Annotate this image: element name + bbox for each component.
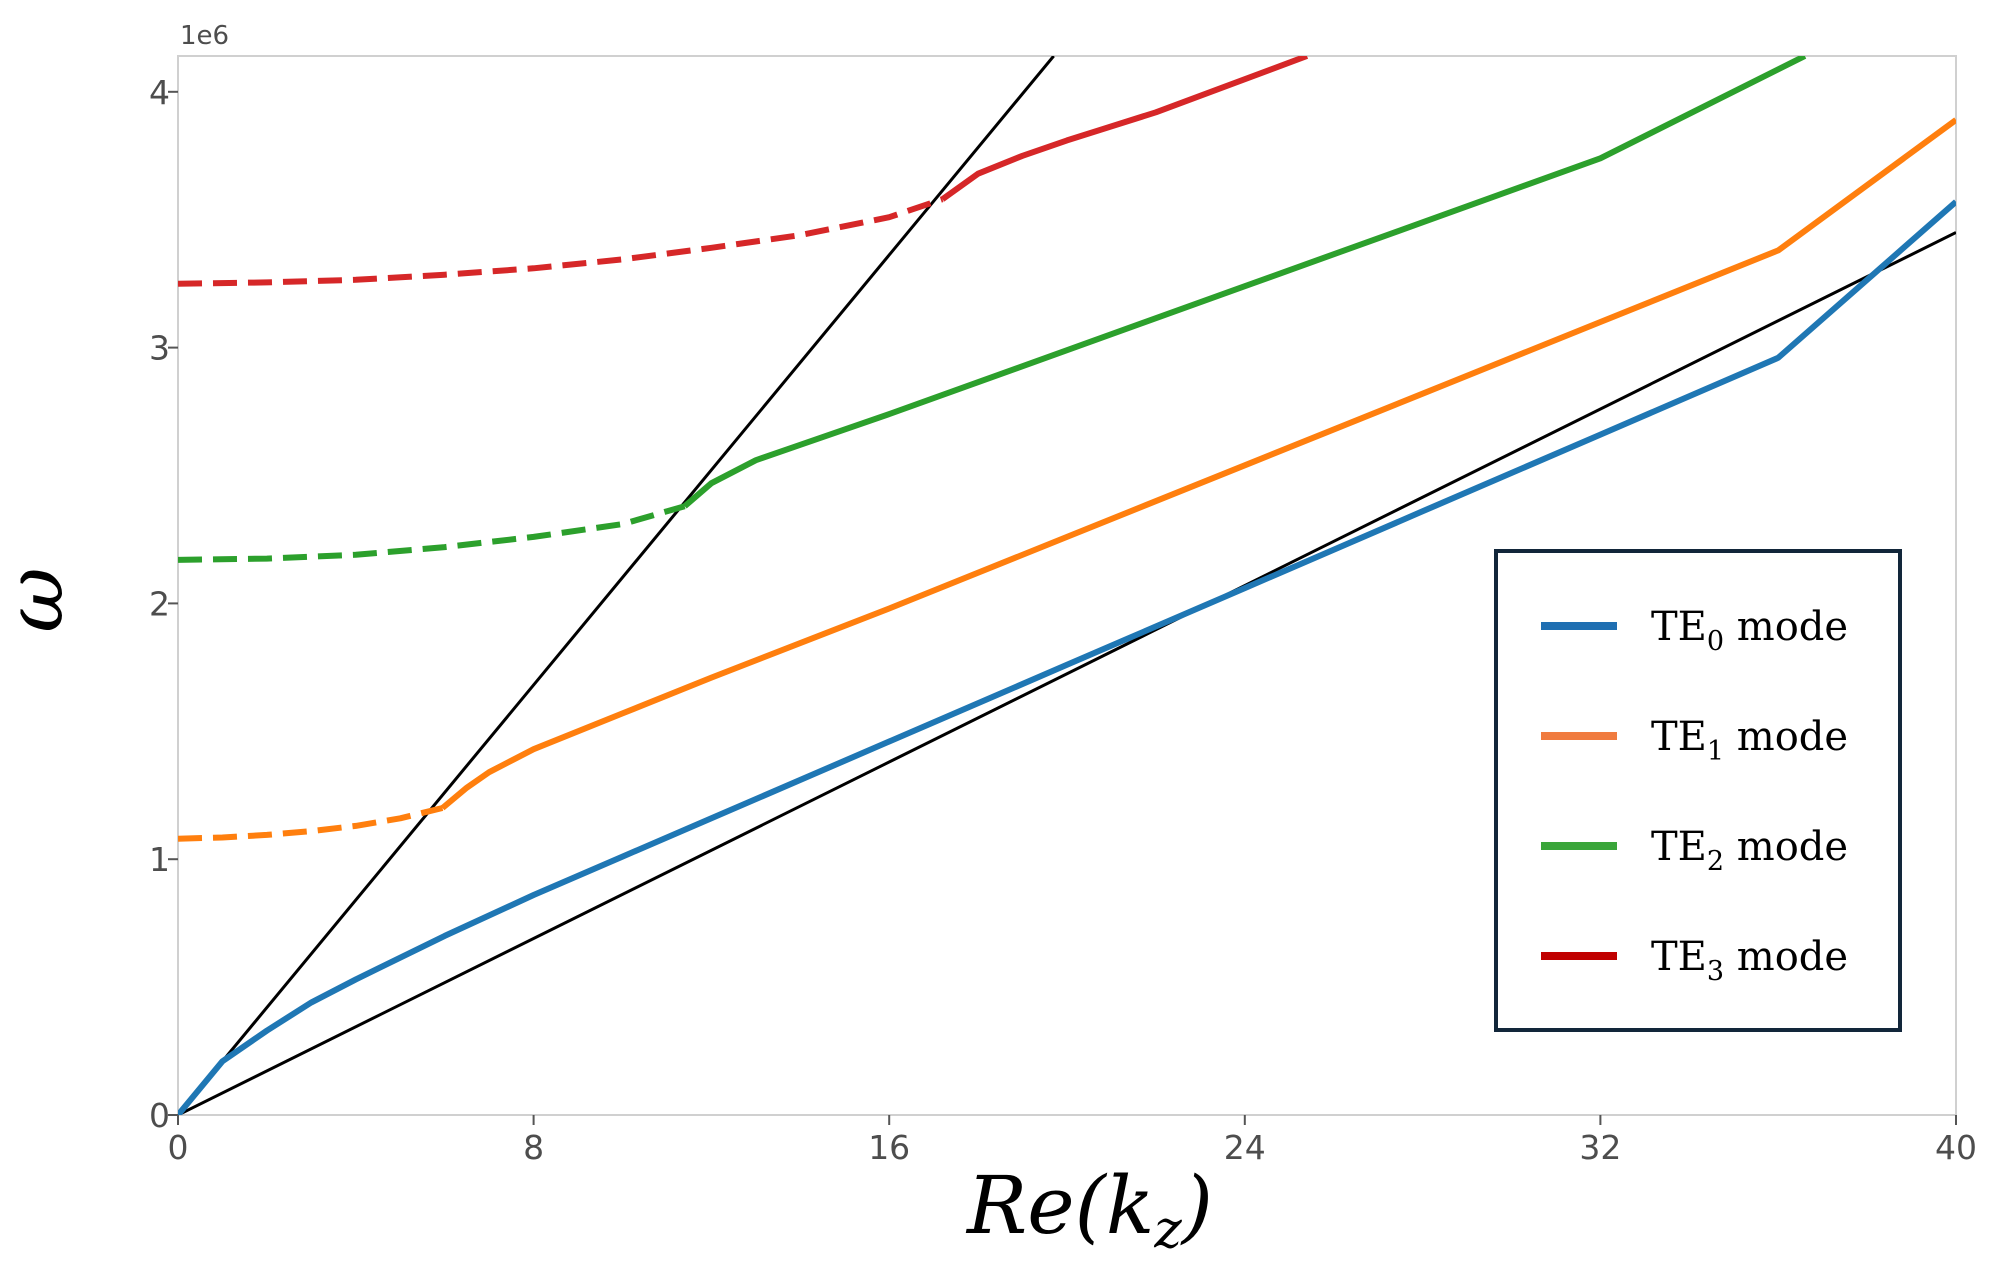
- x-tick-label: 16: [868, 1128, 910, 1167]
- offset-text: 1e6: [180, 21, 229, 51]
- legend-label-main: TE: [1651, 714, 1707, 760]
- x-axis-label-close: ): [1180, 1159, 1213, 1252]
- y-tick-label: 4: [149, 73, 170, 112]
- y-tick-label: 3: [149, 329, 170, 368]
- legend-label-te2: TE2 mode: [1651, 824, 1848, 877]
- legend-label-rest: mode: [1724, 824, 1848, 870]
- series-te1-solid: [440, 117, 1956, 811]
- series-te1-dashed: [178, 805, 444, 842]
- lines-layer: [178, 56, 1956, 1115]
- x-tick-label: 8: [523, 1128, 544, 1167]
- legend-label-rest: mode: [1724, 934, 1848, 980]
- legend-label-sub: 3: [1707, 956, 1724, 987]
- x-axis-label: Re(kz): [965, 1159, 1213, 1260]
- legend-label-main: TE: [1651, 824, 1707, 870]
- x-tick-label: 32: [1579, 1128, 1621, 1167]
- series-te2-solid: [682, 56, 1807, 509]
- series-te3-solid: [940, 56, 1309, 202]
- light-line-0: [178, 56, 1055, 1115]
- series-te0-solid: [178, 199, 1956, 1115]
- legend-label-main: TE: [1651, 604, 1707, 650]
- y-tick-label: 2: [149, 584, 170, 623]
- legend-box: [1494, 549, 1902, 1032]
- legend-label-sub: 2: [1707, 846, 1724, 877]
- legend-label-te3: TE3 mode: [1651, 934, 1848, 987]
- axis-ticks: [168, 90, 1957, 1125]
- legend-label-sub: 0: [1707, 626, 1724, 657]
- y-tick-label: 1: [149, 840, 170, 879]
- y-axis-label: ω: [0, 567, 81, 632]
- series-te2-dashed: [178, 503, 686, 563]
- x-tick-label: 0: [168, 1128, 189, 1167]
- x-tick-labels: 0 8 16 24 32 40: [168, 1128, 1978, 1167]
- light-line-1: [178, 231, 1956, 1115]
- legend-label-main: TE: [1651, 934, 1707, 980]
- legend-label-te1: TE1 mode: [1651, 714, 1848, 767]
- y-tick-label: 0: [149, 1096, 170, 1135]
- legend-label-rest: mode: [1724, 714, 1848, 760]
- x-tick-label: 40: [1935, 1128, 1977, 1167]
- x-axis-label-sub: z: [1153, 1200, 1182, 1260]
- x-axis-label-main: Re(k: [965, 1159, 1154, 1252]
- series-te3-dashed: [178, 196, 944, 287]
- y-tick-labels: 0 1 2 3 4: [149, 73, 170, 1135]
- legend-label-te0: TE0 mode: [1651, 604, 1848, 657]
- x-tick-label: 24: [1224, 1128, 1266, 1167]
- legend-label-rest: mode: [1724, 604, 1848, 650]
- legend-label-sub: 1: [1707, 736, 1724, 767]
